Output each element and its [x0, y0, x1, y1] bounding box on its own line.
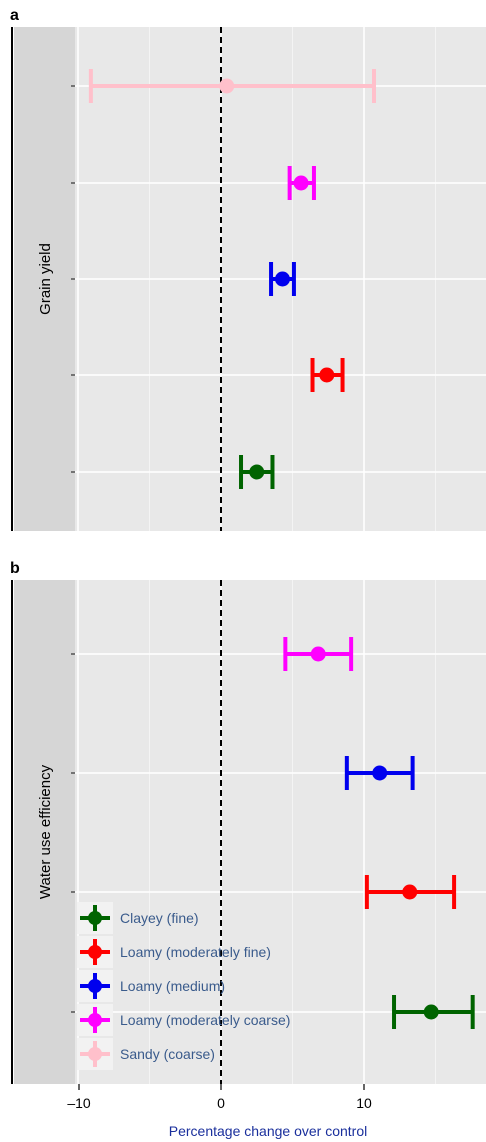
- data-point: [372, 765, 388, 781]
- panel-b-facet-label: Water use efficiency: [37, 764, 54, 899]
- legend-key-point: [88, 1013, 102, 1027]
- data-point: [274, 271, 290, 287]
- panel-b-marks: [283, 637, 475, 1029]
- data-point: [249, 464, 265, 480]
- legend-label: Sandy (coarse): [120, 1046, 215, 1062]
- data-point: [293, 175, 309, 191]
- legend-key-point: [88, 945, 102, 959]
- x-axis: –10 0 10 Percentage change over control: [67, 1084, 372, 1139]
- legend-label: Loamy (medium): [120, 978, 225, 994]
- x-tick-label-0: 0: [217, 1095, 225, 1111]
- panel-a-letter: a: [10, 7, 19, 24]
- data-point: [219, 78, 235, 94]
- legend-label: Loamy (moderately coarse): [120, 1012, 290, 1028]
- legend-key-point: [88, 911, 102, 925]
- legend-label: Loamy (moderately fine): [120, 944, 271, 960]
- data-point: [402, 884, 418, 900]
- x-tick-label-10: 10: [356, 1095, 372, 1111]
- panel-b-letter: b: [10, 560, 20, 577]
- panel-b-strip: [14, 580, 75, 1084]
- data-point: [310, 646, 326, 662]
- x-tick-label-m10: –10: [67, 1095, 91, 1111]
- legend: Clayey (fine) Loamy (moderately fine) Loam…: [77, 902, 290, 1070]
- data-point: [423, 1004, 439, 1020]
- legend-key-point: [88, 1047, 102, 1061]
- panel-a-facet-label: Grain yield: [37, 243, 54, 315]
- legend-label: Clayey (fine): [120, 910, 199, 926]
- legend-key-point: [88, 979, 102, 993]
- x-axis-title: Percentage change over control: [169, 1123, 367, 1139]
- panel-b-plot-area: [75, 580, 486, 1084]
- panel-a-strip: [14, 27, 75, 531]
- data-point: [319, 367, 335, 383]
- panel-a-marks: [88, 69, 377, 489]
